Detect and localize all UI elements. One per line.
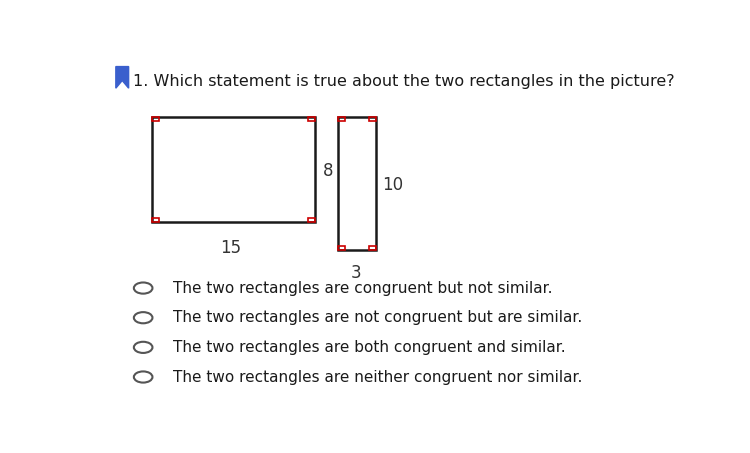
- Bar: [338, 117, 376, 250]
- Text: The two rectangles are both congruent and similar.: The two rectangles are both congruent an…: [172, 340, 566, 355]
- Bar: [338, 246, 345, 250]
- Bar: [152, 217, 159, 222]
- Bar: [152, 117, 315, 222]
- Bar: [308, 217, 315, 222]
- Bar: [152, 117, 159, 121]
- Text: The two rectangles are neither congruent nor similar.: The two rectangles are neither congruent…: [172, 370, 582, 385]
- Text: 8: 8: [323, 162, 334, 180]
- Text: The two rectangles are not congruent but are similar.: The two rectangles are not congruent but…: [172, 310, 582, 325]
- Bar: [338, 117, 345, 121]
- Bar: [369, 117, 376, 121]
- Polygon shape: [116, 67, 129, 88]
- Text: 3: 3: [351, 264, 361, 282]
- Bar: [369, 246, 376, 250]
- Text: 15: 15: [220, 239, 241, 257]
- Text: 1. Which statement is true about the two rectangles in the picture?: 1. Which statement is true about the two…: [134, 73, 675, 88]
- Bar: [308, 117, 315, 121]
- Text: 10: 10: [382, 176, 404, 194]
- Text: The two rectangles are congruent but not similar.: The two rectangles are congruent but not…: [172, 280, 552, 295]
